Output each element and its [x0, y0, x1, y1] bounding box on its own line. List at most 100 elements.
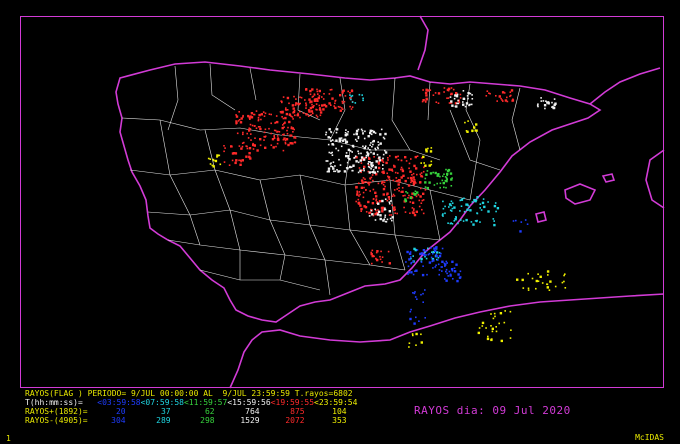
lightning-strike-red — [363, 181, 366, 183]
lightning-strike-red — [311, 88, 314, 91]
lightning-strike-red — [386, 192, 389, 195]
lightning-strike-red — [412, 172, 415, 175]
lightning-strike-red — [292, 118, 294, 120]
lightning-strike-yellow — [504, 310, 506, 312]
lightning-strike-red — [382, 172, 384, 175]
lightning-strike-red — [407, 177, 409, 179]
lightning-strike-red — [273, 129, 276, 132]
lightning-strike-white — [370, 163, 373, 166]
lightning-strike-yellow — [549, 280, 552, 283]
lightning-strike-red — [375, 195, 378, 198]
lightning-strike-cyan — [455, 216, 457, 219]
lightning-strike-red — [387, 175, 389, 178]
lightning-strike-blue — [451, 270, 454, 272]
lightning-strike-red — [319, 109, 322, 112]
lightning-strike-white — [379, 217, 382, 221]
lightning-strike-blue — [519, 230, 522, 233]
lightning-strike-white — [355, 129, 359, 133]
lightning-strike-red — [270, 122, 272, 125]
lightning-strike-white — [348, 165, 352, 169]
lightning-strike-blue — [410, 262, 412, 265]
lightning-strike-red — [410, 158, 412, 160]
lightning-strike-cyan — [450, 222, 452, 224]
lightning-strike-white — [376, 146, 379, 149]
lightning-strike-blue — [422, 265, 424, 267]
lightning-strike-white — [462, 90, 465, 92]
lightning-strike-white — [457, 99, 459, 102]
lightning-strike-white — [332, 161, 335, 163]
lightning-strike-green — [446, 174, 448, 177]
lightning-strike-red — [391, 204, 393, 207]
province-border — [449, 109, 501, 171]
lightning-strike-red — [315, 98, 318, 100]
lightning-strike-blue — [409, 256, 412, 258]
lightning-strike-blue — [435, 264, 437, 267]
lightning-strike-white — [370, 168, 372, 170]
lightning-strike-red — [418, 205, 421, 208]
lightning-strike-white — [357, 152, 360, 155]
lightning-strike-white — [326, 160, 329, 162]
lightning-strike-red — [257, 118, 260, 121]
lightning-strike-cyan — [437, 256, 440, 259]
lightning-strike-red — [370, 252, 373, 256]
lightning-strike-red — [415, 210, 418, 213]
france-coast — [417, 15, 429, 71]
lightning-strike-blue — [437, 263, 440, 266]
lightning-strike-red — [247, 137, 250, 139]
lightning-strike-white — [540, 97, 542, 99]
lightning-strike-white — [384, 133, 387, 135]
lightning-strike-red — [249, 117, 251, 120]
lightning-strike-red — [360, 207, 363, 211]
pos-value-2: 62 — [204, 407, 215, 416]
lightning-strike-blue — [438, 273, 440, 276]
lightning-strike-white — [372, 171, 375, 174]
lightning-strike-red — [437, 92, 441, 95]
lightning-strike-red — [334, 102, 336, 105]
lightning-strike-red — [404, 211, 407, 213]
lightning-strike-blue — [451, 260, 454, 263]
lightning-strike-white — [384, 207, 386, 209]
lightning-strike-green — [424, 186, 427, 188]
province-border — [329, 77, 346, 141]
lightning-strike-red — [288, 102, 290, 105]
lightning-strike-red — [275, 129, 277, 132]
lightning-strike-white — [357, 135, 360, 138]
lightning-strike-cyan — [471, 201, 474, 203]
lightning-strike-red — [285, 107, 287, 109]
lightning-strike-white — [363, 137, 366, 140]
lightning-strike-white — [388, 201, 391, 203]
lightning-strike-red — [264, 128, 267, 131]
lightning-strike-red — [411, 177, 413, 180]
lightning-strike-green — [404, 199, 408, 203]
iberia-coast — [115, 61, 602, 323]
lightning-strike-red — [365, 211, 368, 213]
lightning-strike-blue — [433, 247, 436, 250]
lightning-strike-red — [295, 98, 297, 100]
lightning-strike-white — [347, 157, 349, 159]
lightning-strike-red — [316, 116, 319, 118]
lightning-strike-red — [277, 138, 280, 142]
lightning-strike-blue — [425, 250, 428, 253]
lightning-strike-red — [223, 161, 226, 163]
lightning-strike-red — [355, 185, 358, 189]
lightning-strike-red — [364, 178, 366, 180]
lightning-strike-yellow — [564, 273, 566, 275]
lightning-strike-white — [355, 132, 358, 136]
lightning-strike-yellow — [527, 289, 530, 291]
lightning-strike-red — [350, 89, 354, 93]
lightning-strike-white — [449, 96, 452, 98]
lightning-strike-red — [397, 172, 399, 174]
lightning-strike-cyan — [431, 257, 435, 261]
lightning-strike-red — [241, 159, 244, 162]
lightning-strike-white — [372, 152, 375, 155]
lightning-strike-white — [344, 138, 347, 141]
lightning-strike-red — [241, 142, 244, 144]
lightning-strike-yellow — [422, 155, 425, 159]
lightning-strike-blue — [441, 247, 444, 250]
lightning-strike-cyan — [468, 206, 471, 208]
lightning-strike-red — [341, 100, 344, 103]
lightning-strike-white — [384, 216, 386, 218]
lightning-strike-red — [239, 163, 242, 166]
lightning-strike-white — [367, 135, 370, 138]
lightning-strike-red — [422, 199, 425, 201]
